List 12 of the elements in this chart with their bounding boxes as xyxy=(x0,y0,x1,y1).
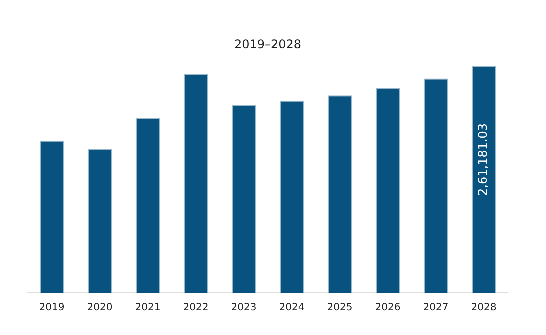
data-label: 2,61,181.03 xyxy=(476,123,490,196)
x-tick-label: 2023 xyxy=(231,302,257,314)
x-tick-label: 2022 xyxy=(183,302,209,314)
x-tick-label: 2024 xyxy=(279,302,305,314)
x-tick-label: 2020 xyxy=(87,302,113,314)
chart-title: 2019–2028 xyxy=(234,37,302,52)
x-tick-label: 2021 xyxy=(135,302,161,314)
x-tick-label: 2019 xyxy=(39,302,65,314)
x-tick-label: 2027 xyxy=(423,302,449,314)
x-tick-label: 2026 xyxy=(375,302,401,314)
x-tick-label: 2025 xyxy=(327,302,353,314)
x-tick-label: 2028 xyxy=(471,302,497,314)
